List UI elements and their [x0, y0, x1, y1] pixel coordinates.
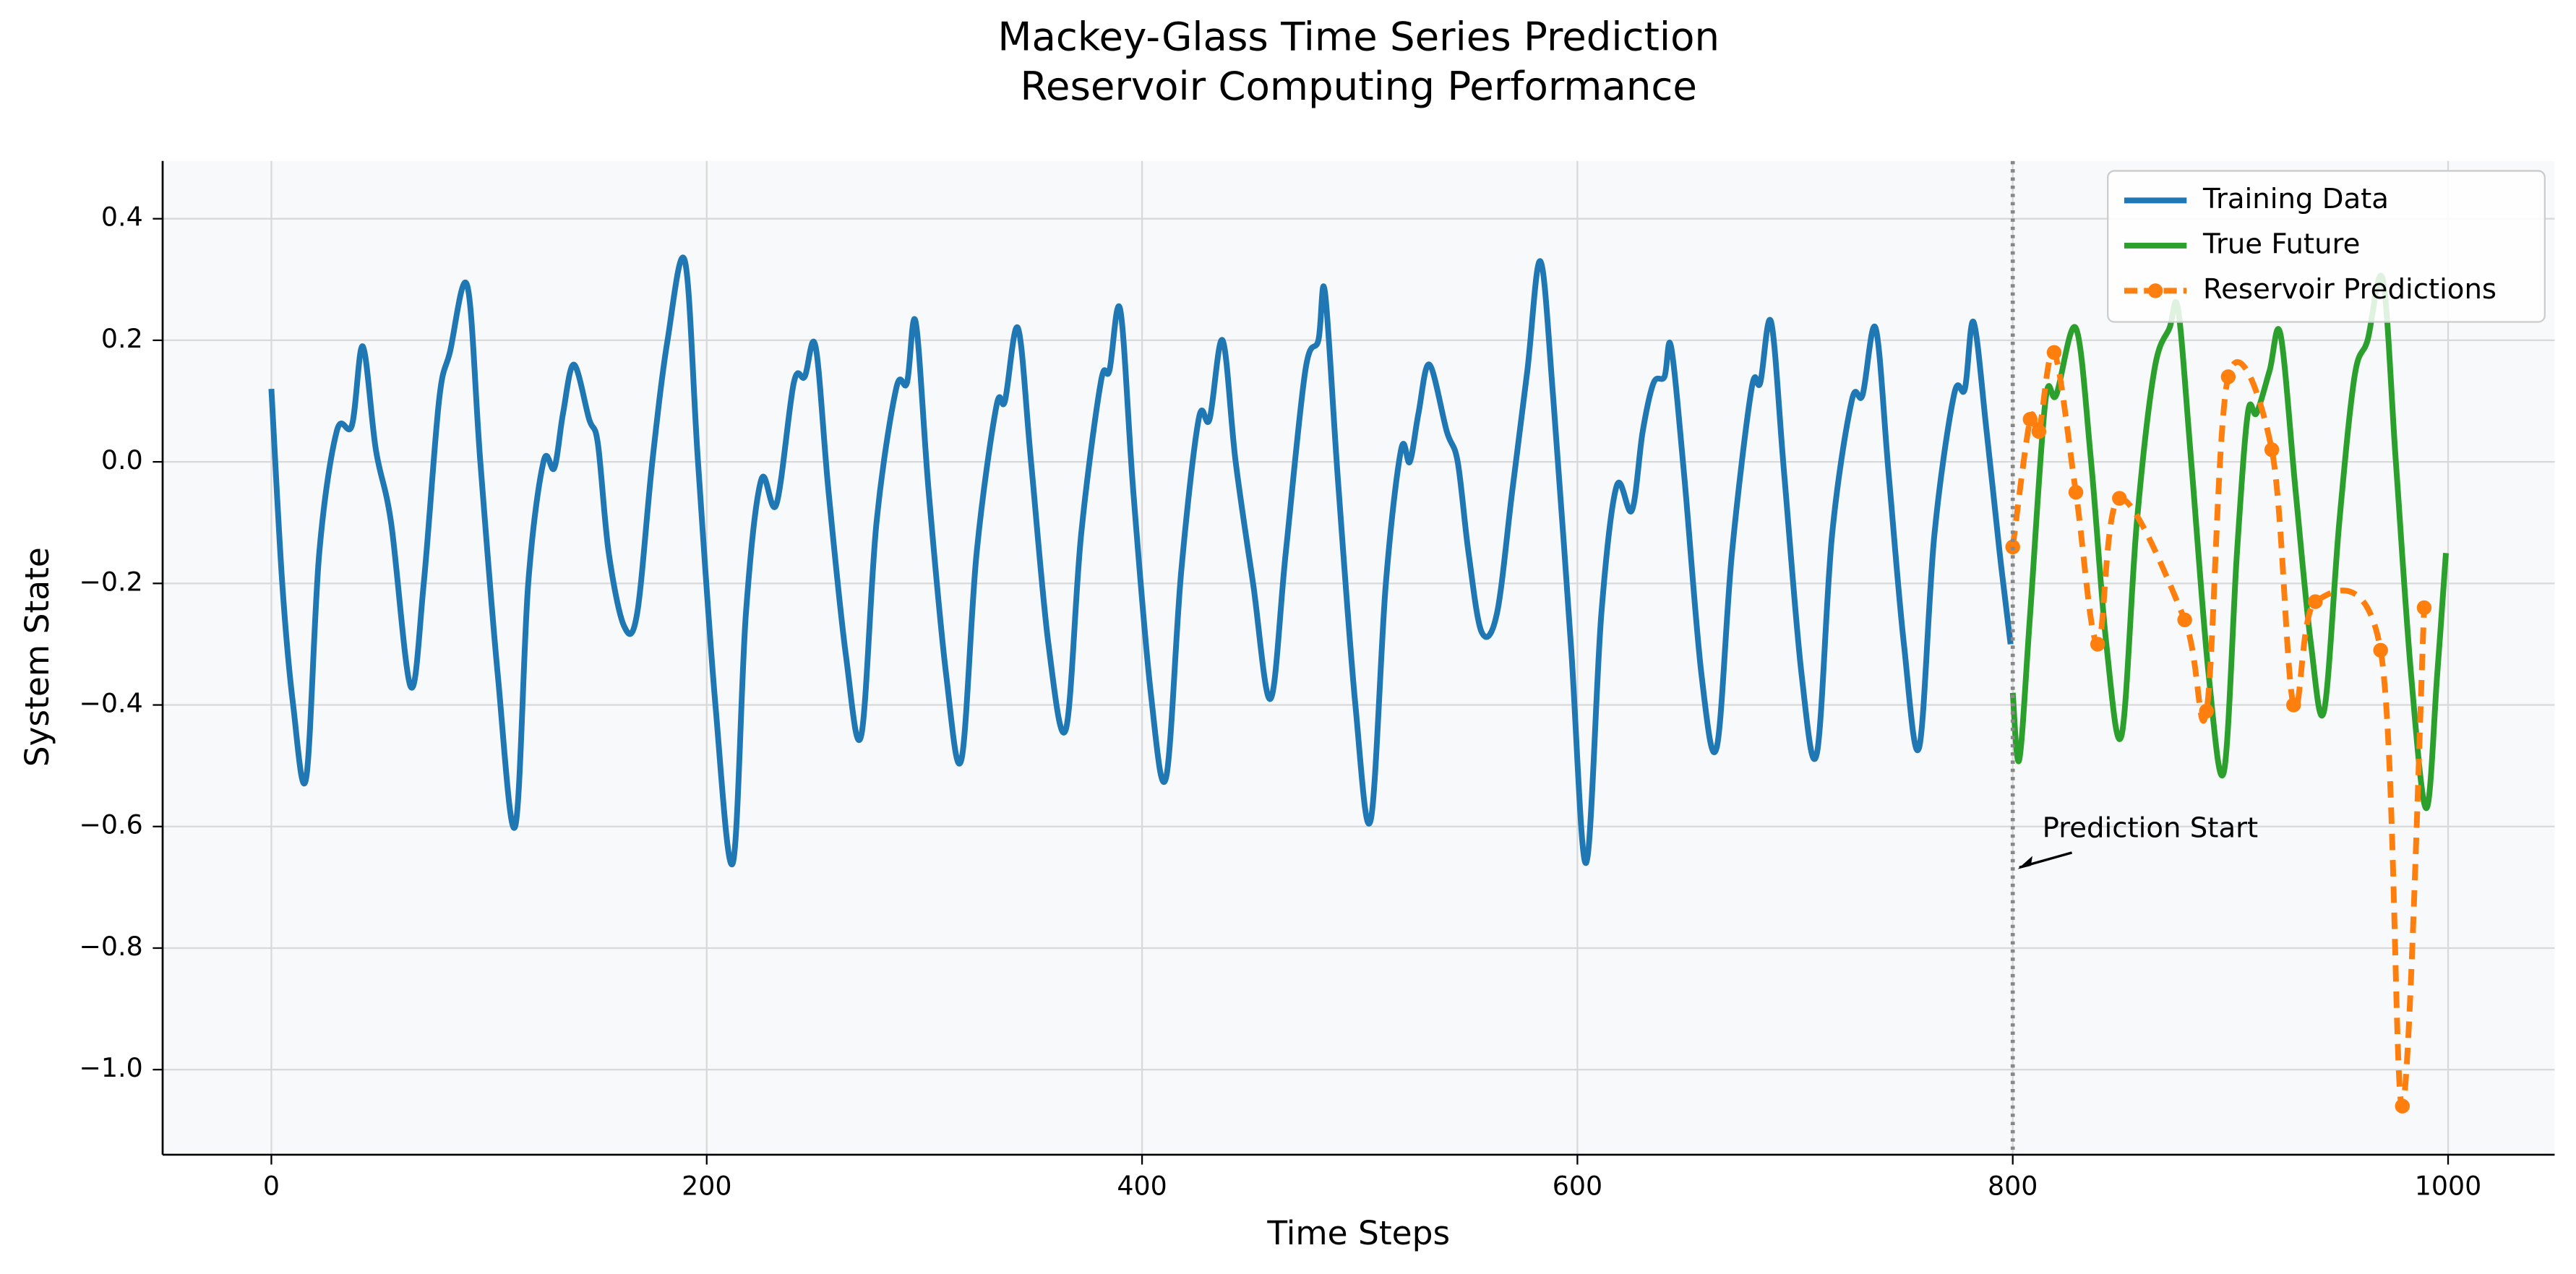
series-line: [2009, 348, 2427, 1109]
series-marker: [2308, 594, 2323, 609]
plot-area: [163, 160, 2555, 1155]
annotation-text: Prediction Start: [2043, 812, 2259, 845]
x-tick-label: 200: [682, 1170, 731, 1201]
x-tick-label: 600: [1553, 1170, 1602, 1201]
series-marker: [2285, 697, 2301, 713]
series-marker: [2199, 703, 2214, 719]
x-tick-label: 0: [263, 1170, 280, 1201]
legend-box: [2107, 170, 2546, 323]
chart-subtitle: Reservoir Computing Performance: [1020, 63, 1697, 109]
chart-title: Mackey-Glass Time Series Prediction: [997, 14, 1720, 60]
y-tick-label: −0.6: [79, 809, 142, 840]
y-tick-label: 0.2: [101, 323, 143, 354]
series-line: [268, 254, 2014, 868]
legend-label: True Future: [2202, 228, 2360, 260]
y-tick-label: −0.8: [79, 931, 142, 962]
series-marker: [2022, 412, 2038, 427]
series-marker: [2112, 491, 2127, 506]
y-tick-label: 0.0: [101, 444, 143, 475]
series-marker: [2090, 637, 2105, 652]
series-marker: [2416, 600, 2432, 616]
x-axis-label: Time Steps: [1266, 1214, 1450, 1252]
series-marker: [2177, 612, 2192, 628]
legend: Training Data True Future Reservoir Predic…: [2107, 170, 2546, 323]
series-marker: [2068, 484, 2084, 500]
legend-marker: [2147, 283, 2163, 298]
series-marker: [2031, 423, 2047, 439]
annotation-arrowhead: [2017, 856, 2032, 869]
x-tick-label: 1000: [2415, 1170, 2482, 1201]
y-tick-label: −0.2: [79, 566, 142, 597]
legend-label: Reservoir Predictions: [2203, 273, 2496, 306]
x-tick-label: 400: [1117, 1170, 1167, 1201]
series-marker: [2395, 1098, 2410, 1114]
series-marker: [2220, 369, 2236, 384]
y-tick-label: 0.4: [101, 202, 143, 233]
series-marker: [2264, 442, 2280, 457]
grid: [163, 160, 2555, 1155]
y-axis-label: System State: [18, 547, 56, 767]
y-tick-label: −1.0: [79, 1052, 142, 1083]
series-marker: [2005, 539, 2020, 555]
axes: 0 200 400 600 800 1000 −1.0 −0.8 −0.6 −0.4 −0.2 0.0…: [79, 160, 2555, 1201]
x-tick-label: 800: [1988, 1170, 2038, 1201]
y-tick-label: −0.4: [79, 688, 142, 719]
series-marker: [2046, 345, 2062, 360]
legend-label: Training Data: [2202, 183, 2389, 215]
series-marker: [2373, 642, 2388, 658]
